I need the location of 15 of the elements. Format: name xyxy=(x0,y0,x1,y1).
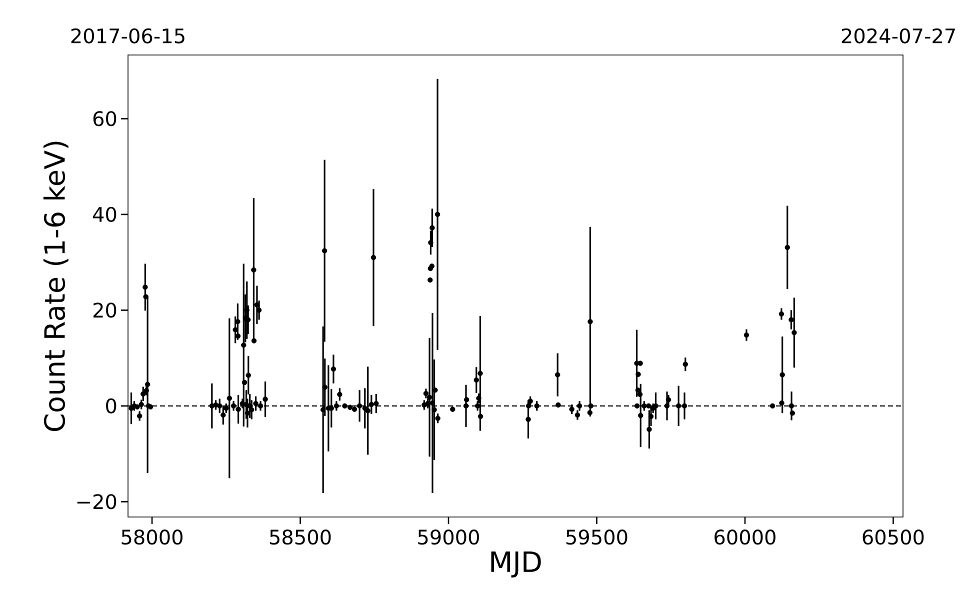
x-tick-label: 60500 xyxy=(862,530,924,545)
y-axis-title: Count Rate (1-6 keV) xyxy=(43,142,68,432)
x-tick-label: 59000 xyxy=(418,530,479,545)
x-tick-label: 58000 xyxy=(122,530,182,545)
y-tick-label: 0 xyxy=(106,398,116,414)
y-tick-label: 60 xyxy=(93,111,116,126)
x-tick-label: 58500 xyxy=(270,530,331,545)
x2-tick-label: 2024-07-27 xyxy=(842,28,955,44)
x-tick-label: 60000 xyxy=(714,530,776,545)
y-tick-label: 20 xyxy=(93,302,116,318)
x2-tick-label: 2017-06-15 xyxy=(71,28,184,44)
x-axis-title: MJD xyxy=(491,552,541,578)
y-tick-label: 40 xyxy=(93,206,116,222)
x-tick-label: 59500 xyxy=(566,530,628,545)
y-tick-label: −20 xyxy=(77,494,116,510)
